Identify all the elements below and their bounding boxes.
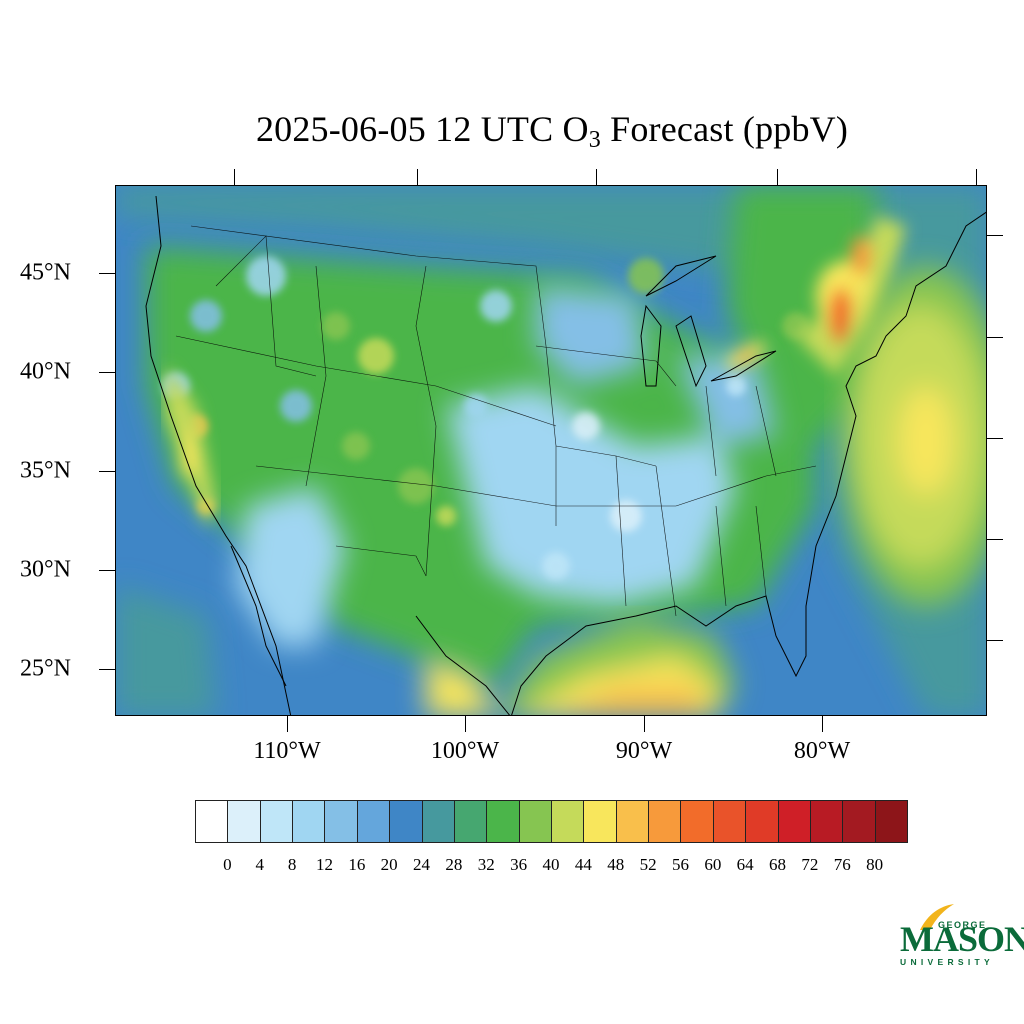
map-tick xyxy=(987,337,1003,338)
colorbar-swatch xyxy=(421,800,455,843)
map-tick xyxy=(822,716,823,732)
longitude-label: 80°W xyxy=(793,738,851,764)
logo-line3: UNIVERSITY xyxy=(900,957,995,967)
colorbar-swatch xyxy=(195,800,229,843)
map-tick xyxy=(976,169,977,185)
colorbar-swatch xyxy=(486,800,520,843)
colorbar-swatch xyxy=(745,800,779,843)
colorbar-label: 64 xyxy=(736,855,754,874)
colorbar-swatch xyxy=(680,800,714,843)
longitude-label: 90°W xyxy=(615,738,673,764)
map-tick xyxy=(234,169,235,185)
map-tick xyxy=(987,438,1003,439)
colorbar-label: 52 xyxy=(639,855,657,874)
map-tick xyxy=(987,235,1003,236)
colorbar-swatch xyxy=(518,800,552,843)
colorbar-label: 4 xyxy=(255,855,264,874)
map-tick xyxy=(99,471,115,472)
colorbar-label: 48 xyxy=(607,855,625,874)
colorbar-label: 60 xyxy=(704,855,722,874)
latitude-label: 45°N xyxy=(20,259,71,286)
colorbar-swatch xyxy=(809,800,844,843)
colorbar-label: 28 xyxy=(445,855,463,874)
map-tick xyxy=(417,169,418,185)
colorbar-label: 56 xyxy=(671,855,689,874)
latitude-label: 30°N xyxy=(20,556,71,583)
colorbar-swatch xyxy=(356,800,391,843)
map-tick xyxy=(99,669,115,670)
map-tick xyxy=(987,640,1003,641)
logo-line1: GEORGE xyxy=(938,920,987,930)
colorbar-label: 40 xyxy=(542,855,560,874)
colorbar-swatch xyxy=(777,800,811,843)
colorbar-swatch xyxy=(874,800,908,843)
map-tick xyxy=(987,539,1003,540)
latitude-label: 35°N xyxy=(20,457,71,484)
ozone-field xyxy=(116,186,986,715)
map-tick xyxy=(99,372,115,373)
colorbar-label: 72 xyxy=(801,855,819,874)
colorbar-swatch xyxy=(259,800,294,843)
colorbar-label: 32 xyxy=(477,855,495,874)
colorbar-swatch xyxy=(842,800,876,843)
map-tick xyxy=(99,570,115,571)
map-title: 2025-06-05 12 UTC O3 Forecast (ppbV) xyxy=(255,109,849,153)
map-tick xyxy=(465,716,466,732)
colorbar-swatch xyxy=(648,800,682,843)
colorbar-swatch xyxy=(712,800,747,843)
colorbar-swatch xyxy=(227,800,261,843)
colorbar-label: 36 xyxy=(510,855,528,874)
colorbar-label: 24 xyxy=(413,855,431,874)
map-tick xyxy=(777,169,778,185)
colorbar-label: 76 xyxy=(833,855,851,874)
colorbar-swatch xyxy=(292,800,326,843)
colorbar-swatch xyxy=(615,800,650,843)
ozone-forecast-map xyxy=(115,185,987,716)
colorbar-label: 68 xyxy=(769,855,787,874)
colorbar-label: 0 xyxy=(223,855,232,874)
colorbar-label: 80 xyxy=(866,855,884,874)
colorbar-swatch xyxy=(583,800,617,843)
map-tick xyxy=(644,716,645,732)
map-tick xyxy=(99,273,115,274)
colorbar xyxy=(195,800,908,843)
colorbar-label: 8 xyxy=(287,855,297,874)
colorbar-swatch xyxy=(324,800,358,843)
colorbar-swatch xyxy=(551,800,585,843)
map-tick xyxy=(596,169,597,185)
colorbar-label: 12 xyxy=(315,855,333,874)
longitude-label: 100°W xyxy=(430,738,500,764)
logo-swoosh-icon xyxy=(920,904,954,930)
logo-line2: MASON xyxy=(900,919,1024,959)
colorbar-label: 44 xyxy=(574,855,592,874)
gmu-logo: GEORGE MASON UNIVERSITY xyxy=(898,900,1024,970)
colorbar-label: 20 xyxy=(380,855,398,874)
latitude-label: 25°N xyxy=(20,655,71,682)
colorbar-label: 16 xyxy=(348,855,366,874)
map-tick xyxy=(287,716,288,732)
longitude-label: 110°W xyxy=(253,738,321,764)
latitude-label: 40°N xyxy=(20,358,71,385)
colorbar-swatch xyxy=(453,800,488,843)
colorbar-swatch xyxy=(389,800,423,843)
